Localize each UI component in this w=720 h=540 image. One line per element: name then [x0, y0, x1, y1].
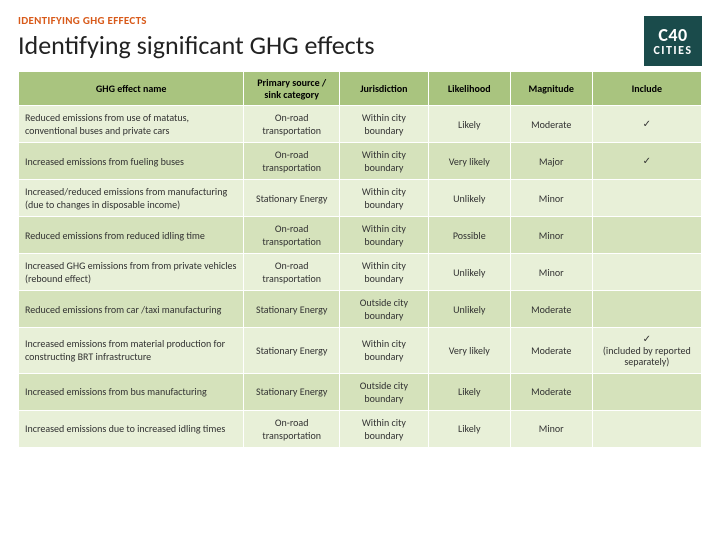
cell-effect: Increased/reduced emissions from manufac…: [19, 180, 244, 217]
cell-magnitude: Minor: [510, 180, 592, 217]
table-row: Reduced emissions from car /taxi manufac…: [19, 291, 702, 328]
col-header-jurisdiction: Jurisdiction: [340, 72, 429, 106]
cell-magnitude: Major: [510, 143, 592, 180]
cell-include: [592, 373, 701, 410]
logo-line2: CITIES: [653, 45, 692, 57]
table-row: Increased emissions from material produc…: [19, 328, 702, 374]
cell-magnitude: Moderate: [510, 291, 592, 328]
cell-magnitude: Minor: [510, 410, 592, 447]
cell-magnitude: Minor: [510, 217, 592, 254]
cell-jurisdiction: Within city boundary: [340, 217, 429, 254]
cell-source: Stationary Energy: [244, 373, 340, 410]
cell-likelihood: Likely: [428, 373, 510, 410]
cell-magnitude: Moderate: [510, 328, 592, 374]
col-header-effect: GHG effect name: [19, 72, 244, 106]
cell-likelihood: Unlikely: [428, 291, 510, 328]
cell-magnitude: Moderate: [510, 373, 592, 410]
cell-likelihood: Very likely: [428, 143, 510, 180]
cell-include: ✓(included by reported separately): [592, 328, 701, 374]
cell-include: [592, 180, 701, 217]
cell-magnitude: Minor: [510, 254, 592, 291]
cell-source: On-road transportation: [244, 143, 340, 180]
cell-effect: Reduced emissions from car /taxi manufac…: [19, 291, 244, 328]
cell-jurisdiction: Outside city boundary: [340, 291, 429, 328]
c40-logo: C40 CITIES: [644, 16, 702, 66]
table-row: Reduced emissions from use of matatus, c…: [19, 106, 702, 143]
cell-effect: Increased GHG emissions from from privat…: [19, 254, 244, 291]
col-header-include: Include: [592, 72, 701, 106]
cell-effect: Increased emissions from fueling buses: [19, 143, 244, 180]
cell-include: [592, 217, 701, 254]
table-row: Increased GHG emissions from from privat…: [19, 254, 702, 291]
cell-source: On-road transportation: [244, 410, 340, 447]
cell-effect: Reduced emissions from use of matatus, c…: [19, 106, 244, 143]
eyebrow-label: IDENTIFYING GHG EFFECTS: [18, 14, 702, 27]
cell-likelihood: Possible: [428, 217, 510, 254]
table-row: Increased emissions from fueling busesOn…: [19, 143, 702, 180]
table-body: Reduced emissions from use of matatus, c…: [19, 106, 702, 448]
cell-likelihood: Very likely: [428, 328, 510, 374]
cell-include: ✓: [592, 143, 701, 180]
col-header-source: Primary source / sink category: [244, 72, 340, 106]
cell-effect: Increased emissions due to increased idl…: [19, 410, 244, 447]
table-header-row: GHG effect name Primary source / sink ca…: [19, 72, 702, 106]
cell-source: On-road transportation: [244, 217, 340, 254]
ghg-effects-table: GHG effect name Primary source / sink ca…: [18, 71, 702, 448]
cell-jurisdiction: Within city boundary: [340, 180, 429, 217]
table-row: Increased emissions due to increased idl…: [19, 410, 702, 447]
cell-source: Stationary Energy: [244, 291, 340, 328]
cell-effect: Reduced emissions from reduced idling ti…: [19, 217, 244, 254]
cell-effect: Increased emissions from material produc…: [19, 328, 244, 374]
cell-effect: Increased emissions from bus manufacturi…: [19, 373, 244, 410]
col-header-magnitude: Magnitude: [510, 72, 592, 106]
cell-magnitude: Moderate: [510, 106, 592, 143]
cell-jurisdiction: Within city boundary: [340, 410, 429, 447]
cell-likelihood: Unlikely: [428, 254, 510, 291]
cell-source: On-road transportation: [244, 254, 340, 291]
cell-jurisdiction: Within city boundary: [340, 254, 429, 291]
cell-source: Stationary Energy: [244, 328, 340, 374]
cell-include: [592, 410, 701, 447]
cell-likelihood: Likely: [428, 106, 510, 143]
cell-include: [592, 254, 701, 291]
page-title: Identifying significant GHG effects: [18, 29, 702, 61]
cell-jurisdiction: Within city boundary: [340, 106, 429, 143]
cell-source: On-road transportation: [244, 106, 340, 143]
table-row: Increased emissions from bus manufacturi…: [19, 373, 702, 410]
cell-include: ✓: [592, 106, 701, 143]
cell-likelihood: Likely: [428, 410, 510, 447]
cell-jurisdiction: Within city boundary: [340, 328, 429, 374]
col-header-likelihood: Likelihood: [428, 72, 510, 106]
cell-source: Stationary Energy: [244, 180, 340, 217]
cell-jurisdiction: Within city boundary: [340, 143, 429, 180]
cell-include: [592, 291, 701, 328]
table-row: Reduced emissions from reduced idling ti…: [19, 217, 702, 254]
table-row: Increased/reduced emissions from manufac…: [19, 180, 702, 217]
cell-jurisdiction: Outside city boundary: [340, 373, 429, 410]
logo-line1: C40: [658, 26, 687, 44]
cell-likelihood: Unlikely: [428, 180, 510, 217]
